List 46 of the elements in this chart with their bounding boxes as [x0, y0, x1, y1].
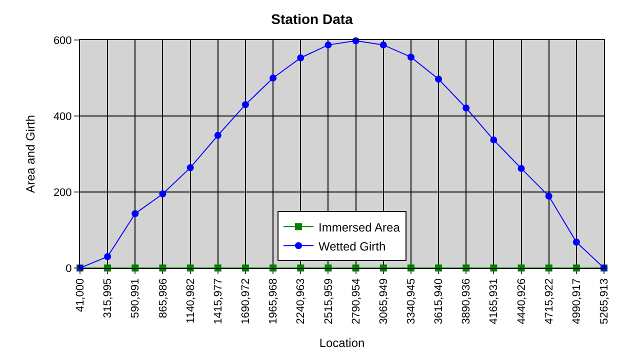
point	[159, 190, 166, 198]
x-tick-label: 4990,917	[570, 278, 583, 324]
x-tick-label: 1690,972	[240, 278, 252, 324]
point	[242, 101, 249, 108]
point	[132, 210, 139, 218]
x-tick-label: 3065,949	[378, 278, 390, 324]
x-tick-label: 5265,913	[598, 278, 611, 324]
x-tick-label: 865,986	[157, 278, 170, 318]
point	[214, 132, 222, 139]
x-tick-label: 4715,922	[543, 278, 556, 324]
x-tick-label: 41,000	[74, 278, 87, 312]
point	[518, 164, 525, 172]
y-axis-title: Area and Girth	[24, 114, 38, 194]
point	[572, 238, 580, 246]
point	[490, 136, 498, 144]
x-tick-label: 3890,936	[460, 278, 473, 324]
legend-label: Immersed Area	[318, 220, 400, 234]
y-tick-label: 200	[53, 186, 72, 199]
x-tick-label: 2240,963	[295, 278, 308, 324]
x-tick-label: 3340,945	[406, 278, 418, 324]
point	[270, 74, 277, 82]
point	[380, 41, 387, 48]
y-tick-label: 600	[53, 34, 72, 47]
x-tick-label: 2515,959	[322, 278, 335, 324]
chart-title: Station Data	[271, 11, 354, 28]
legend-label: Wetted Girth	[318, 239, 386, 254]
x-tick-label: 4440,926	[516, 278, 528, 324]
point	[407, 54, 414, 61]
y-tick-label: 400	[53, 110, 72, 123]
x-tick-label: 315,995	[102, 278, 114, 318]
x-tick-label: 1965,968	[268, 278, 280, 324]
point	[186, 164, 194, 172]
x-axis-title: Location	[319, 336, 365, 350]
point	[104, 253, 112, 260]
x-tick-label: 590,991	[130, 278, 142, 318]
point	[435, 76, 442, 83]
point	[545, 192, 552, 200]
y-tick-label: 0	[66, 262, 72, 275]
point	[297, 54, 304, 62]
x-tick-label: 4165,931	[488, 278, 500, 324]
point	[324, 41, 332, 48]
x-tick-label: 3615,940	[433, 278, 446, 324]
x-tick-label: 2790,954	[350, 278, 362, 324]
x-tick-label: 1415,977	[212, 278, 224, 324]
point	[462, 104, 470, 112]
x-tick-label: 1140,982	[184, 278, 197, 324]
